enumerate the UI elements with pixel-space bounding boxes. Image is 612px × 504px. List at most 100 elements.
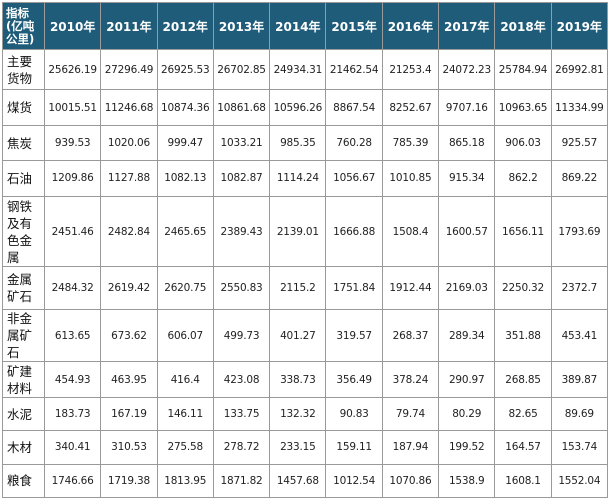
- table-cell: 2139.01: [269, 195, 327, 268]
- table-row: 主要货物 25626.19 27296.49 26925.53 26702.85 2493…: [2, 48, 609, 91]
- table-cell: 2250.32: [494, 266, 552, 310]
- table-cell: 785.39: [381, 124, 440, 162]
- row-label: 水泥: [2, 396, 45, 432]
- table-cell: 499.73: [212, 308, 271, 363]
- header-row: 指标(亿吨公里) 2010年 2011年 2012年 2013年 2014年 2…: [2, 2, 609, 50]
- year-header: 2010年: [43, 2, 102, 50]
- table-row: 金属矿石 2484.32 2619.42 2620.75 2550.83 2115.2 17…: [2, 266, 609, 310]
- table-cell: 10015.51: [43, 89, 102, 126]
- table-cell: 2451.46: [43, 195, 102, 268]
- table-cell: 613.65: [43, 308, 102, 363]
- table-cell: 89.69: [550, 396, 609, 432]
- table-cell: 1871.82: [212, 463, 271, 499]
- table-cell: 1751.84: [325, 266, 383, 310]
- table-cell: 925.57: [550, 124, 609, 162]
- table-cell: 2482.84: [100, 195, 158, 268]
- table-cell: 1082.87: [212, 160, 271, 197]
- table-cell: 159.11: [325, 430, 383, 465]
- row-label: 矿建材料: [2, 361, 45, 398]
- table-cell: 10861.68: [212, 89, 271, 126]
- table-cell: 10963.65: [494, 89, 552, 126]
- table-cell: 1912.44: [381, 266, 440, 310]
- year-header: 2013年: [212, 2, 271, 50]
- table-cell: 21462.54: [325, 48, 383, 91]
- table-cell: 1608.1: [494, 463, 552, 499]
- table-cell: 1114.24: [269, 160, 327, 197]
- table-header: 指标(亿吨公里) 2010年 2011年 2012年 2013年 2014年 2…: [2, 2, 609, 50]
- table-cell: 1793.69: [550, 195, 609, 268]
- table-row: 木材 340.41 310.53 275.58 278.72 233.15 159.11 18…: [2, 430, 609, 465]
- table-cell: 82.65: [494, 396, 552, 432]
- table-cell: 760.28: [325, 124, 383, 162]
- table-row: 钢铁及有色金属 2451.46 2482.84 2465.65 2389.43 2139.…: [2, 195, 609, 268]
- table-cell: 275.58: [156, 430, 214, 465]
- table-cell: 906.03: [494, 124, 552, 162]
- table-cell: 356.49: [325, 361, 383, 398]
- table-cell: 338.73: [269, 361, 327, 398]
- table-cell: 454.93: [43, 361, 102, 398]
- table-cell: 378.24: [381, 361, 440, 398]
- table-cell: 999.47: [156, 124, 214, 162]
- table-cell: 80.29: [438, 396, 496, 432]
- table-cell: 2550.83: [212, 266, 271, 310]
- table-cell: 1666.88: [325, 195, 383, 268]
- table-cell: 606.07: [156, 308, 214, 363]
- data-table: 指标(亿吨公里) 2010年 2011年 2012年 2013年 2014年 2…: [2, 2, 609, 499]
- table-cell: 453.41: [550, 308, 609, 363]
- table-cell: 27296.49: [100, 48, 158, 91]
- table-cell: 862.2: [494, 160, 552, 197]
- row-label: 焦炭: [2, 124, 45, 162]
- table-cell: 187.94: [381, 430, 440, 465]
- table-cell: 1127.88: [100, 160, 158, 197]
- row-label: 主要货物: [2, 48, 45, 91]
- table-cell: 319.57: [325, 308, 383, 363]
- table-cell: 310.53: [100, 430, 158, 465]
- year-header: 2018年: [494, 2, 552, 50]
- table-cell: 24072.23: [438, 48, 496, 91]
- table-cell: 79.74: [381, 396, 440, 432]
- table-cell: 10874.36: [156, 89, 214, 126]
- table-cell: 1656.11: [494, 195, 552, 268]
- table-row: 粮食 1746.66 1719.38 1813.95 1871.82 1457.68 101…: [2, 463, 609, 499]
- row-label: 金属矿石: [2, 266, 45, 310]
- table-cell: 167.19: [100, 396, 158, 432]
- table-cell: 416.4: [156, 361, 214, 398]
- table-cell: 1600.57: [438, 195, 496, 268]
- table-cell: 290.97: [438, 361, 496, 398]
- table-cell: 1012.54: [325, 463, 383, 499]
- table-cell: 133.75: [212, 396, 271, 432]
- table-cell: 1508.4: [381, 195, 440, 268]
- table-cell: 8252.67: [381, 89, 440, 126]
- row-label: 煤货: [2, 89, 45, 126]
- table-cell: 401.27: [269, 308, 327, 363]
- table-cell: 463.95: [100, 361, 158, 398]
- table-cell: 1538.9: [438, 463, 496, 499]
- table-cell: 340.41: [43, 430, 102, 465]
- table-cell: 9707.16: [438, 89, 496, 126]
- table-cell: 1020.06: [100, 124, 158, 162]
- table-cell: 1813.95: [156, 463, 214, 499]
- table-cell: 1209.86: [43, 160, 102, 197]
- table-cell: 8867.54: [325, 89, 383, 126]
- table-cell: 132.32: [269, 396, 327, 432]
- row-label: 钢铁及有色金属: [2, 195, 45, 268]
- year-header: 2019年: [550, 2, 609, 50]
- table-row: 矿建材料 454.93 463.95 416.4 423.08 338.73 356.49 3…: [2, 361, 609, 398]
- year-header: 2012年: [156, 2, 214, 50]
- table-cell: 90.83: [325, 396, 383, 432]
- table-cell: 146.11: [156, 396, 214, 432]
- table-cell: 2620.75: [156, 266, 214, 310]
- table-cell: 1719.38: [100, 463, 158, 499]
- table-cell: 278.72: [212, 430, 271, 465]
- table-row: 非金属矿石 613.65 673.62 606.07 499.73 401.27 319.5…: [2, 308, 609, 363]
- table-cell: 26702.85: [212, 48, 271, 91]
- table-row: 水泥 183.73 167.19 146.11 133.75 132.32 90.83 79.…: [2, 396, 609, 432]
- table-cell: 233.15: [269, 430, 327, 465]
- year-header: 2017年: [438, 2, 496, 50]
- row-label: 石油: [2, 160, 45, 197]
- table-cell: 11246.68: [100, 89, 158, 126]
- table-cell: 25784.94: [494, 48, 552, 91]
- table-cell: 2169.03: [438, 266, 496, 310]
- table-row: 焦炭 939.53 1020.06 999.47 1033.21 985.35 760.28…: [2, 124, 609, 162]
- table-body: 主要货物 25626.19 27296.49 26925.53 26702.85 2493…: [2, 48, 609, 499]
